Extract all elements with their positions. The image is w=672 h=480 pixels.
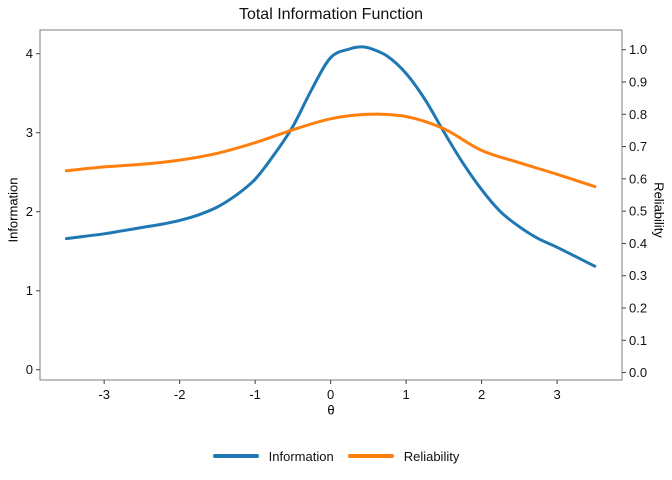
y-left-tick-label: 0 [26, 362, 33, 377]
information-line [64, 45, 597, 268]
y-axis-left-label: Information [5, 177, 21, 243]
y-right-tick-label: 0.9 [629, 74, 647, 89]
y-right-tick-label: 0.1 [629, 333, 647, 348]
reliability-line [64, 112, 597, 189]
x-tick-label: -3 [98, 387, 110, 402]
y-right-tick-label: 0.0 [629, 365, 647, 380]
y-axis-right-label: Reliability [651, 182, 667, 238]
y-right-tick-label: 1.0 [629, 42, 647, 57]
legend-label-reliability: Reliability [403, 448, 460, 464]
x-tick-label: 0 [327, 387, 334, 402]
y-right-tick-label: 0.7 [629, 139, 647, 154]
x-tick-label: 2 [478, 387, 485, 402]
y-left-tick-label: 2 [26, 204, 33, 219]
legend-label-information: Information [268, 448, 334, 464]
y-right-tick-label: 0.5 [629, 204, 647, 219]
y-right-tick-label: 0.6 [629, 171, 647, 186]
y-right-tick-label: 0.2 [629, 300, 647, 315]
y-right-tick-label: 0.3 [629, 268, 647, 283]
y-left-tick-label: 4 [26, 46, 33, 61]
y-right-tick-label: 0.8 [629, 107, 647, 122]
y-left-tick-label: 3 [26, 125, 33, 140]
legend-item-information: Information [212, 448, 334, 464]
x-axis-label: θ [327, 402, 335, 418]
y-left-tick-label: 1 [26, 283, 33, 298]
x-tick-label: 1 [402, 387, 409, 402]
information-line-swatch [212, 454, 259, 458]
x-tick-label: -1 [249, 387, 261, 402]
x-tick-label: -2 [174, 387, 186, 402]
chart-title: Total Information Function [238, 6, 424, 23]
y-right-tick-label: 0.4 [629, 236, 647, 251]
reliability-line-swatch [347, 454, 394, 458]
x-tick-label: 3 [553, 387, 560, 402]
legend-item-reliability: Reliability [347, 448, 460, 464]
plot-panel-border [39, 29, 623, 381]
legend: Information Reliability [0, 444, 672, 468]
